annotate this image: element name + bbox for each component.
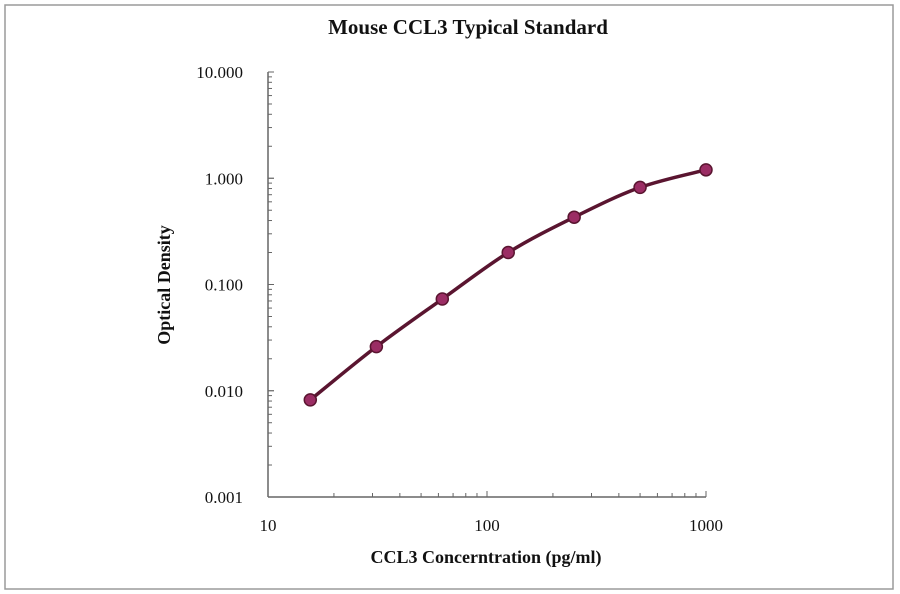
y-tick-label: 0.010 [205, 382, 243, 401]
data-point [633, 180, 647, 195]
chart-title: Mouse CCL3 Typical Standard [328, 15, 608, 39]
y-axis-title: Optical Density [154, 225, 174, 345]
x-tick-label: 100 [474, 516, 500, 535]
data-point [303, 393, 318, 407]
data-point [567, 210, 581, 224]
series-line [309, 168, 707, 402]
y-tick-label: 0.001 [205, 488, 243, 507]
data-point [501, 245, 515, 260]
y-tick-label: 1.000 [205, 169, 243, 188]
x-tick-label: 1000 [689, 516, 723, 535]
data-point [369, 339, 384, 354]
x-tick-label: 10 [260, 516, 277, 535]
data-point [699, 163, 713, 177]
y-tick-label: 0.100 [205, 276, 243, 295]
data-point [435, 292, 450, 306]
x-axis-title: CCL3 Concerntration (pg/ml) [371, 547, 602, 568]
chart-frame [4, 4, 894, 590]
y-tick-label: 10.000 [196, 63, 243, 82]
